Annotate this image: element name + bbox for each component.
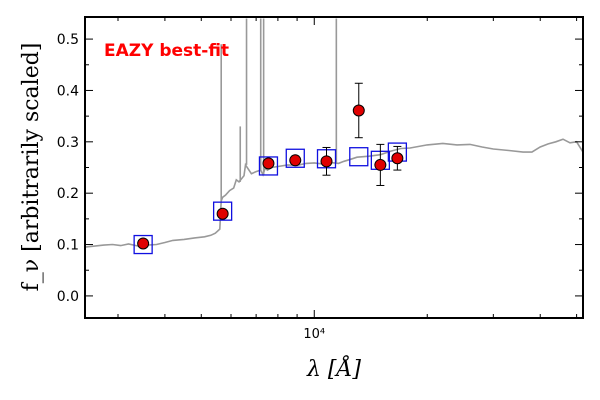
y-tick-label: 0.0: [57, 289, 79, 305]
observed-point: [352, 104, 365, 117]
observed-point: [320, 155, 333, 168]
y-tick-label: 0.5: [57, 32, 79, 48]
observed-point: [216, 207, 229, 220]
y-axis-label: f_ν [arbitrarily scaled]: [19, 43, 44, 292]
observed-point: [137, 237, 150, 250]
model-flux-box: [285, 148, 305, 168]
observed-point: [391, 152, 404, 165]
tick-labels: 0.0 0.1 0.2 0.3 0.4 0.5 10⁴: [57, 32, 325, 342]
observed-point: [262, 157, 275, 170]
model-flux-box: [258, 156, 279, 176]
model-flux-box: [349, 147, 369, 167]
x-tick-label: 10⁴: [303, 327, 325, 342]
annotation-label: EAZY best-fit: [104, 41, 229, 61]
plot-frame: [84, 16, 584, 319]
observed-point: [374, 158, 387, 171]
y-tick-label: 0.2: [57, 186, 79, 202]
model-flux-box: [212, 201, 233, 221]
y-tick-label: 0.4: [57, 83, 79, 99]
x-axis-label: λ [Å]: [306, 354, 361, 382]
plot-area: [85, 18, 583, 255]
y-tick-label: 0.1: [57, 238, 79, 254]
y-tick-label: 0.3: [57, 135, 79, 151]
observed-point: [289, 154, 302, 167]
model-flux-box: [133, 234, 153, 255]
